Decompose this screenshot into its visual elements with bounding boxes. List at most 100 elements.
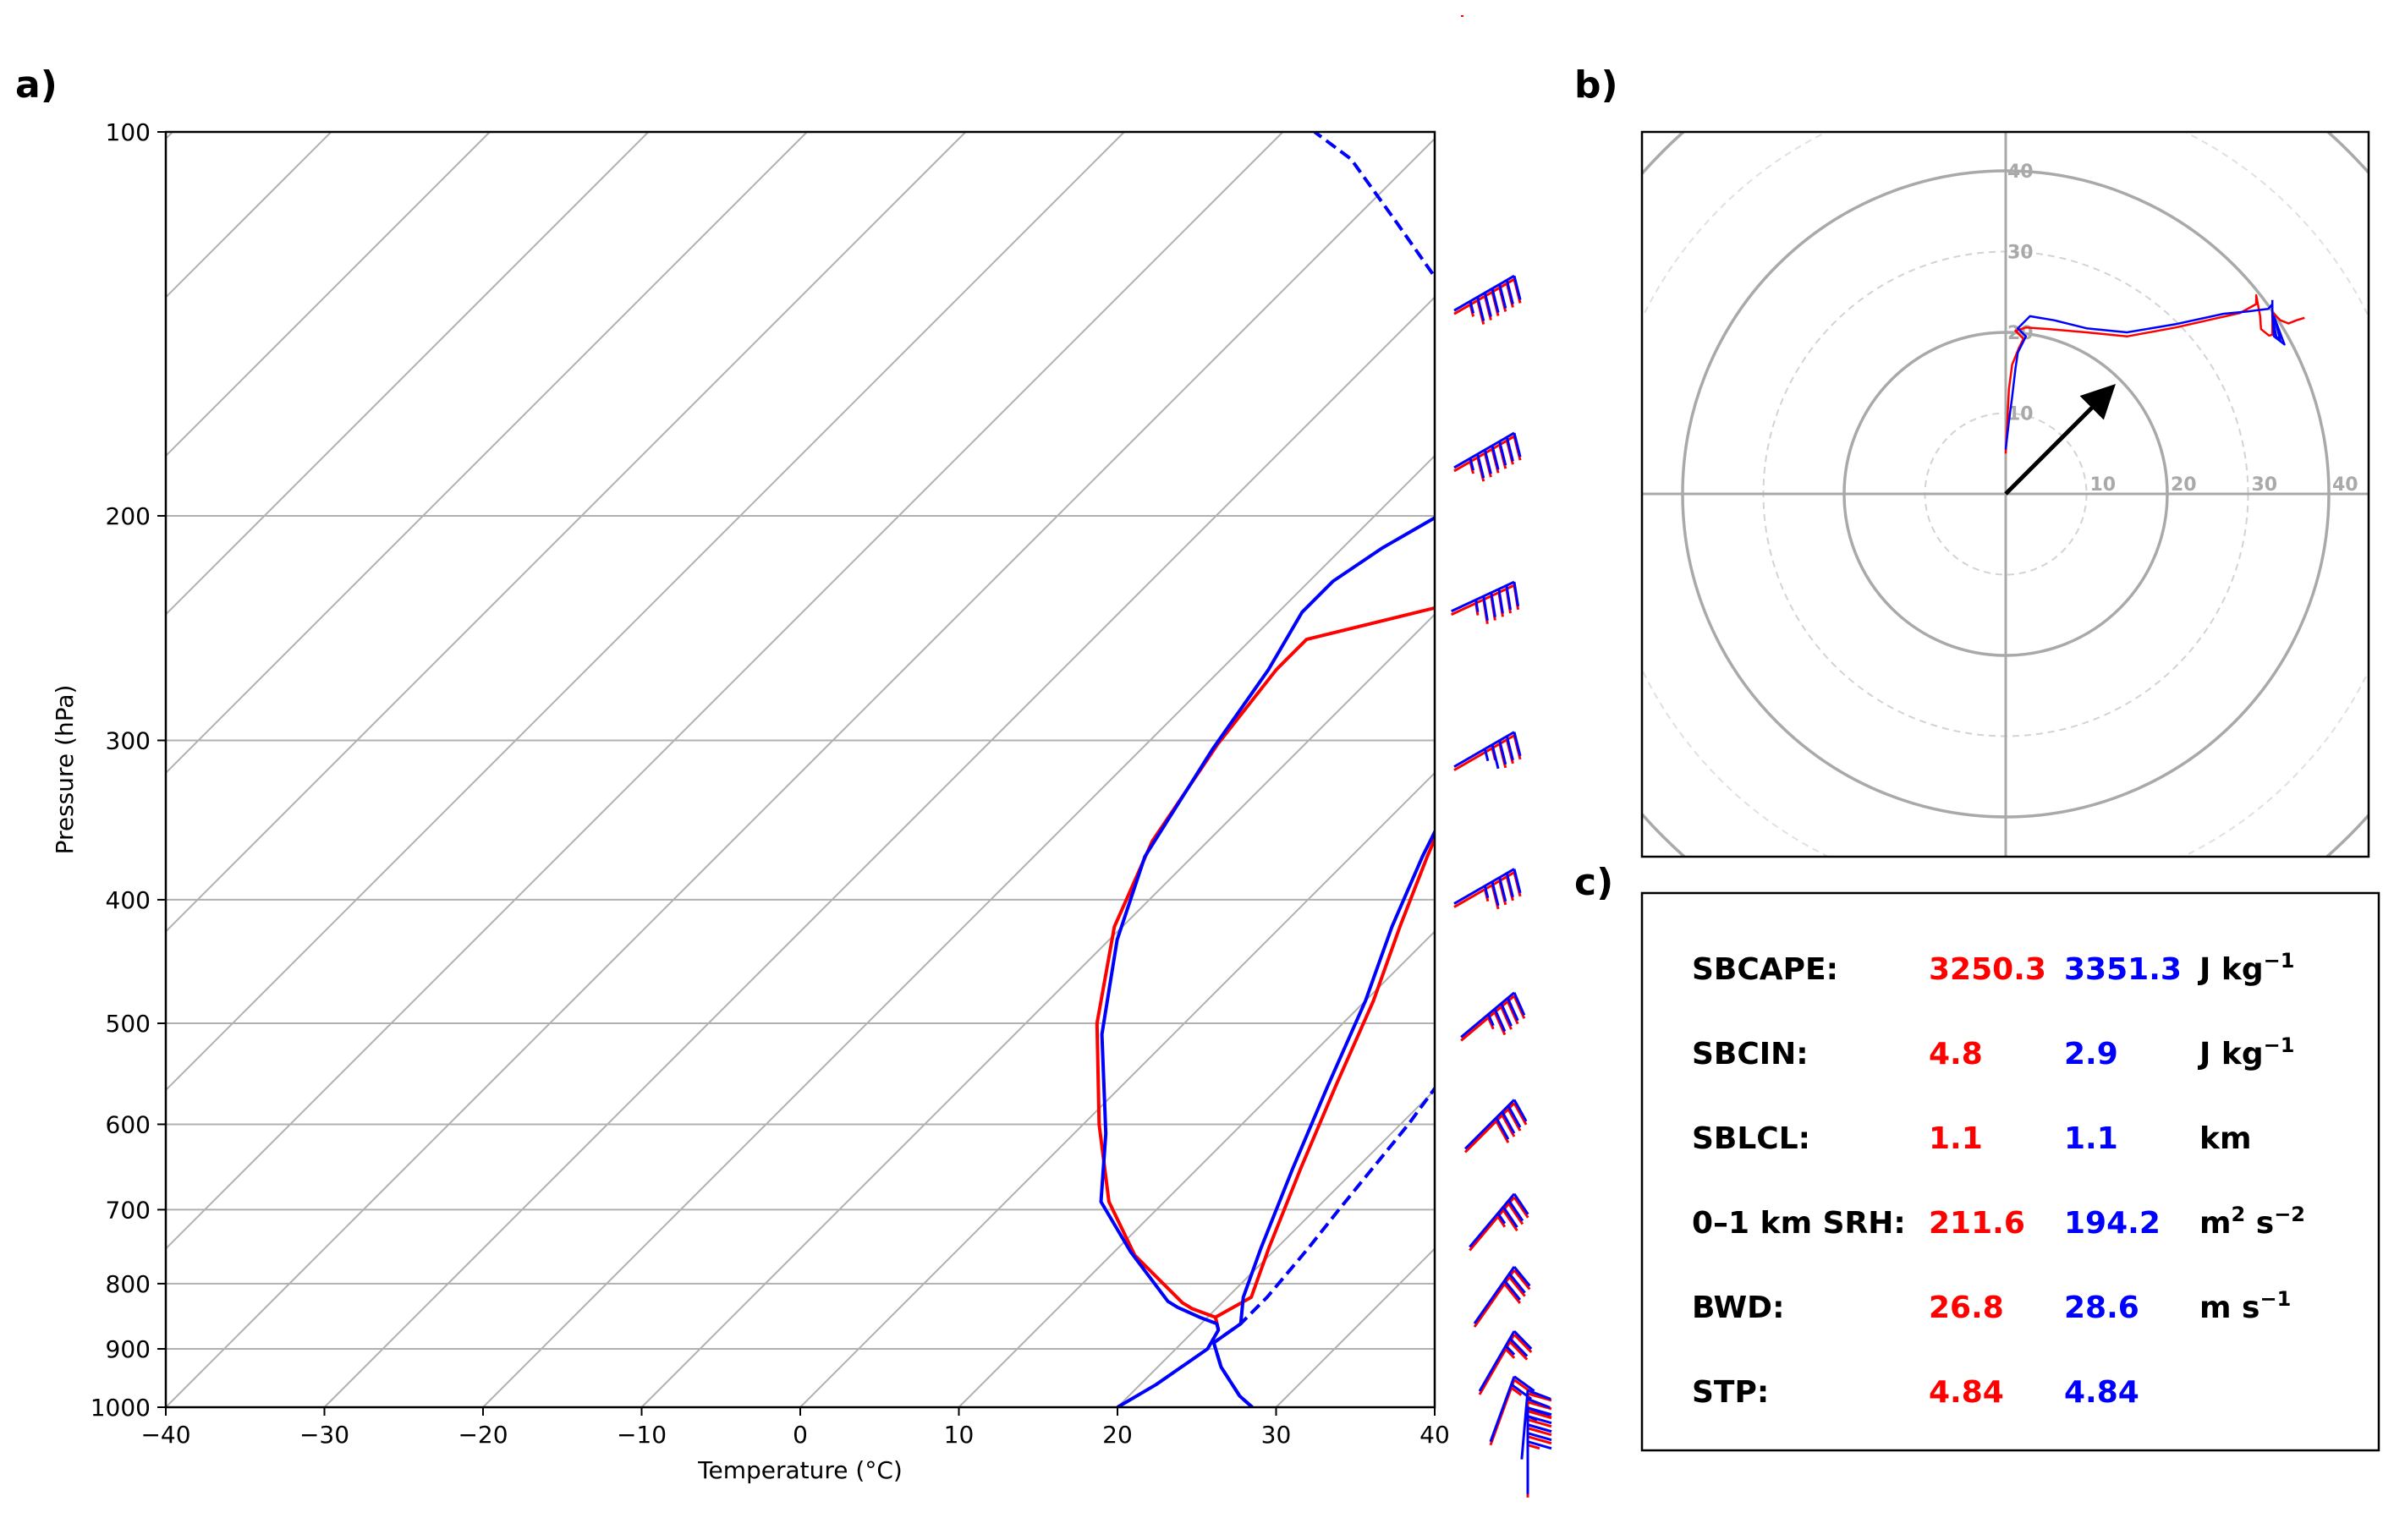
isotherm: [166, 132, 491, 458]
row-label: SBCAPE:: [1692, 952, 1838, 987]
table-row: SBCIN: 4.8 2.9 J kg−1: [1692, 1033, 2294, 1071]
hodo-ring-label-x: 10: [2090, 474, 2117, 496]
wind-barb: [1453, 868, 1522, 907]
wind-barb: [1463, 1102, 1528, 1154]
isotherm: [482, 454, 1435, 1407]
row-unit: m2 s−2: [2199, 1203, 2305, 1241]
hodograph-frame: [1640, 130, 2370, 858]
series-blue-temperature: [1211, 828, 1435, 1407]
series-blue-dewpoint: [1099, 515, 1435, 1407]
row-blue-value: 1.1: [2064, 1121, 2118, 1156]
row-label: SBCIN:: [1692, 1037, 1809, 1071]
table-frame: [1640, 891, 2380, 1452]
x-tick-label: 30: [1261, 1421, 1292, 1449]
panel-label-c: c): [1574, 861, 1613, 904]
row-blue-value: 4.84: [2064, 1375, 2139, 1410]
wind-barb: [1460, 995, 1526, 1042]
row-label: SBLCL:: [1692, 1121, 1810, 1156]
wind-barb: [1473, 1269, 1531, 1328]
y-tick-label: 600: [106, 1110, 151, 1138]
skew-t-plot: −40 −30 −20 −10 0 10 20 30 40 1000 900 800 700 600 500…: [0, 118, 1552, 1498]
isotherm: [323, 296, 1435, 1407]
y-tick-label: 1000: [91, 1394, 151, 1422]
row-red-value: 1.1: [1929, 1121, 1983, 1156]
wind-barbs: [1451, 274, 1552, 1498]
x-axis-label: Temperature (°C): [697, 1456, 903, 1484]
x-tick-label: 40: [1419, 1421, 1450, 1449]
x-tick-label: 10: [944, 1421, 975, 1449]
row-unit: km: [2199, 1121, 2251, 1156]
wind-barb: [1526, 1423, 1552, 1494]
row-label: BWD:: [1692, 1291, 1784, 1325]
x-tick-label: 0: [793, 1421, 808, 1449]
y-tick-label: 300: [106, 726, 151, 754]
x-tick-label: −40: [140, 1421, 190, 1449]
storm-motion-arrow: [2004, 384, 2116, 496]
hodo-blue-hodograph: [2004, 299, 2286, 450]
hodo-ring-label-y: 30: [2007, 243, 2034, 264]
row-blue-value: 194.2: [2064, 1206, 2161, 1241]
wind-barb: [1478, 1329, 1533, 1392]
wind-barb: [1453, 731, 1522, 770]
x-tick-label: −10: [617, 1421, 667, 1449]
wind-barb: [1453, 431, 1522, 479]
table-row: STP: 4.84 4.84: [1692, 1375, 2139, 1410]
row-red-value: 4.84: [1929, 1375, 2004, 1410]
isotherm: [640, 613, 1435, 1407]
isotherm: [166, 132, 967, 933]
y-tick-label: 200: [106, 502, 151, 530]
skew-t-ticks: −40 −30 −20 −10 0 10 20 30 40 1000 900 800 700 600 500…: [91, 118, 1450, 1449]
wind-barb: [1463, 1099, 1528, 1150]
wind-barb: [1453, 274, 1522, 321]
series-red-temperature: [1213, 834, 1435, 1331]
hodo-ring-label-x: 40: [2332, 474, 2358, 496]
isotherm: [166, 137, 1435, 1407]
row-red-value: 26.8: [1929, 1291, 2004, 1325]
table-row: SBCAPE: 3250.3 3351.3 J kg−1: [1692, 949, 2294, 987]
y-tick-label: 900: [106, 1335, 151, 1363]
skew-t-grid: [0, 132, 1435, 1407]
row-unit: m s−1: [2199, 1287, 2291, 1325]
isotherm: [166, 132, 808, 775]
row-red-value: 211.6: [1929, 1206, 2025, 1241]
y-tick-label: 800: [106, 1270, 151, 1298]
table-row: 0–1 km SRH: 211.6 194.2 m2 s−2: [1692, 1203, 2305, 1241]
row-blue-value: 28.6: [2064, 1291, 2139, 1325]
x-tick-label: −20: [458, 1421, 508, 1449]
row-label: 0–1 km SRH:: [1692, 1206, 1906, 1241]
row-red-value: 3250.3: [1929, 952, 2046, 987]
isotherm: [958, 930, 1435, 1407]
stray-mark: [1461, 15, 1463, 17]
wind-barb: [1451, 580, 1520, 622]
table-row: SBLCL: 1.1 1.1 km: [1692, 1121, 2251, 1156]
isotherm: [166, 132, 1284, 1250]
wind-barb: [1469, 1196, 1529, 1252]
hodo-ring-label-x: 30: [2252, 474, 2278, 496]
skew-t-series: [1095, 132, 1435, 1407]
series-blue-parcel: [1211, 132, 1435, 1407]
hodo-ring-label-x: 20: [2171, 474, 2197, 496]
isotherm: [1117, 1088, 1435, 1407]
x-tick-label: 20: [1102, 1421, 1133, 1449]
y-tick-label: 400: [106, 886, 151, 914]
row-blue-value: 2.9: [2064, 1037, 2118, 1071]
wind-barb: [1469, 1192, 1529, 1248]
isotherm: [0, 132, 14, 1407]
x-tick-label: −30: [299, 1421, 349, 1449]
parameter-table: SBCAPE: 3250.3 3351.3 J kg−1 SBCIN: 4.8 2.9 J k…: [1640, 891, 2380, 1452]
row-unit: J kg−1: [2197, 1033, 2294, 1071]
panel-label-a: a): [15, 63, 58, 107]
isotherm: [799, 771, 1435, 1407]
y-tick-label: 500: [106, 1010, 151, 1038]
row-red-value: 4.8: [1929, 1037, 1983, 1071]
table-row: BWD: 26.8 28.6 m s−1: [1692, 1287, 2291, 1325]
wind-barb: [1473, 1265, 1531, 1324]
isotherm: [166, 132, 650, 616]
y-tick-label: 100: [106, 118, 151, 146]
row-blue-value: 3351.3: [2064, 952, 2182, 987]
y-axis-label: Pressure (hPa): [51, 685, 79, 855]
hodo-ring-label-y: 40: [2007, 162, 2034, 183]
